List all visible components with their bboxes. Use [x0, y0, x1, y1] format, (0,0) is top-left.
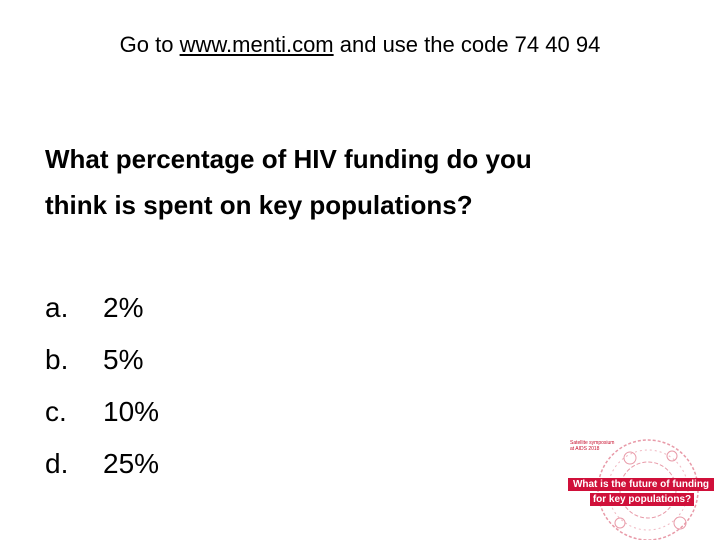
option-text: 25% — [103, 448, 160, 479]
option-letter: c. — [45, 396, 67, 427]
header-suffix: and use the code 74 40 94 — [333, 32, 601, 57]
option-letter: d. — [45, 448, 69, 479]
option-letter: b. — [45, 344, 69, 375]
header-prefix: Go to — [119, 32, 180, 57]
option-text: 2% — [103, 292, 144, 323]
header: Go to www.menti.com and use the code 74 … — [0, 32, 720, 58]
option: c. 10% — [45, 396, 159, 428]
option: d. 25% — [45, 448, 159, 480]
option-text: 5% — [103, 344, 144, 375]
option-letter: a. — [45, 292, 69, 323]
option: b. 5% — [45, 344, 143, 376]
question-line: What percentage of HIV funding do you — [45, 144, 532, 174]
logo-banner: What is the future of funding — [568, 478, 714, 491]
option: a. 2% — [45, 292, 143, 324]
question-line: think is spent on key populations? — [45, 190, 473, 220]
logo-banner: for key populations? — [590, 493, 694, 506]
option-text: 10% — [103, 396, 160, 427]
logo-caption: Satellite symposium — [570, 440, 615, 446]
menti-link[interactable]: www.menti.com — [179, 32, 334, 57]
logo-caption: at AIDS 2018 — [570, 446, 600, 452]
